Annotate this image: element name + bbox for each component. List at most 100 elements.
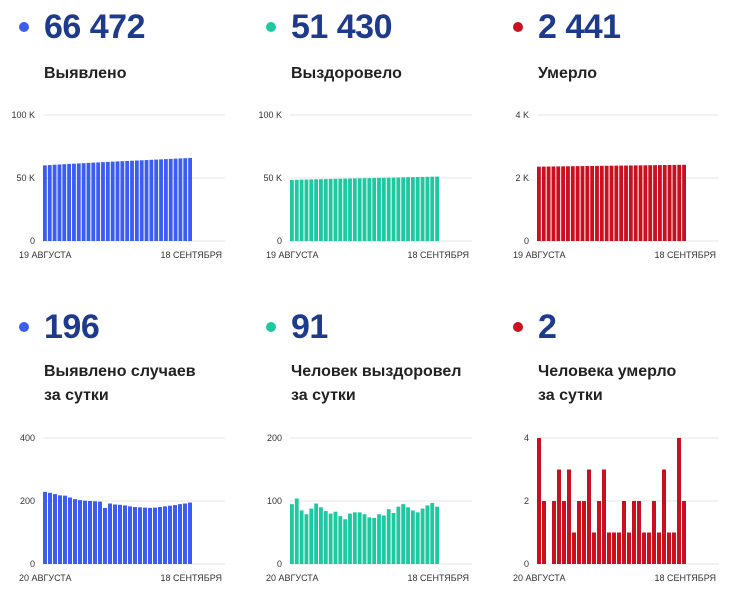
panel-daily-cases: 196 Выявлено случаев за сутки 0 200 400 20 … bbox=[0, 300, 230, 590]
bar bbox=[415, 512, 420, 564]
bar bbox=[551, 166, 556, 241]
bar bbox=[343, 519, 348, 564]
bar bbox=[328, 178, 333, 241]
bar bbox=[557, 469, 561, 564]
bar bbox=[367, 517, 372, 564]
bar bbox=[582, 501, 586, 564]
bar bbox=[617, 532, 621, 564]
bar bbox=[682, 164, 686, 241]
bar bbox=[580, 166, 585, 241]
panel-total-recovered: 51 430 Выздоровело 0 50 K 100 K 19 АВГУСТА 1… bbox=[247, 0, 477, 290]
bar bbox=[48, 492, 52, 564]
bar bbox=[567, 469, 571, 564]
bar bbox=[68, 497, 72, 564]
x-start-label: 19 АВГУСТА bbox=[513, 250, 566, 260]
bar bbox=[627, 532, 631, 564]
y-tick-label: 4 K bbox=[515, 110, 529, 120]
legend-dot-icon bbox=[266, 22, 276, 32]
bar bbox=[599, 165, 604, 241]
bar bbox=[406, 507, 410, 564]
y-tick-label: 0 bbox=[277, 559, 282, 569]
bar bbox=[657, 165, 662, 241]
x-start-label: 20 АВГУСТА bbox=[19, 573, 72, 583]
bar-chart: 0 100 200 20 АВГУСТА 18 СЕНТЯБРЯ bbox=[266, 433, 472, 583]
bar bbox=[72, 163, 76, 241]
bar bbox=[125, 160, 130, 241]
bar bbox=[652, 501, 656, 564]
bar bbox=[63, 495, 67, 564]
bar bbox=[367, 178, 372, 241]
legend-dot-icon bbox=[19, 22, 29, 32]
bar bbox=[118, 504, 122, 564]
bar bbox=[648, 165, 653, 241]
bar bbox=[638, 165, 643, 241]
y-tick-label: 100 K bbox=[11, 110, 35, 120]
bar bbox=[110, 161, 115, 241]
bar bbox=[173, 505, 177, 564]
bar bbox=[108, 503, 112, 564]
bar bbox=[537, 166, 541, 241]
bar bbox=[435, 506, 439, 564]
bar bbox=[309, 179, 314, 241]
bar bbox=[304, 514, 309, 564]
bar bbox=[396, 177, 401, 241]
bar bbox=[299, 179, 304, 241]
bar bbox=[120, 161, 125, 241]
stat-sublabel: за сутки bbox=[44, 387, 109, 404]
bar bbox=[52, 164, 57, 241]
stat-value: 196 bbox=[44, 308, 100, 346]
bar bbox=[105, 161, 110, 241]
bar bbox=[314, 503, 319, 564]
stat-value: 91 bbox=[291, 308, 328, 346]
bar bbox=[299, 510, 304, 564]
bar bbox=[76, 163, 81, 241]
bar bbox=[294, 179, 299, 241]
bar bbox=[677, 438, 681, 564]
stat-sublabel: за сутки bbox=[291, 387, 356, 404]
bar bbox=[183, 503, 187, 564]
panel-daily-recovered: 91 Человек выздоровел за сутки 0 100 200 20… bbox=[247, 300, 477, 590]
bar bbox=[323, 511, 328, 564]
panel-total-deaths: 2 441 Умерло 0 2 K 4 K 19 АВГУСТА 18 СЕНТЯБР… bbox=[494, 0, 724, 290]
y-tick-label: 200 bbox=[20, 496, 35, 506]
bar bbox=[653, 165, 657, 241]
bar bbox=[168, 158, 173, 241]
stat-value: 51 430 bbox=[291, 8, 393, 46]
bar bbox=[430, 176, 435, 241]
bar bbox=[154, 159, 159, 241]
bar bbox=[159, 159, 163, 241]
bar bbox=[391, 512, 396, 564]
bar bbox=[657, 532, 661, 564]
bar bbox=[348, 178, 352, 241]
x-start-label: 19 АВГУСТА bbox=[19, 250, 72, 260]
bar-chart: 0 2 4 20 АВГУСТА 18 СЕНТЯБРЯ bbox=[513, 433, 719, 583]
bar bbox=[352, 512, 357, 564]
bar bbox=[158, 506, 162, 564]
bar bbox=[183, 158, 188, 241]
bar bbox=[128, 506, 132, 564]
legend-dot-icon bbox=[266, 322, 276, 332]
bar bbox=[667, 164, 672, 241]
bar bbox=[381, 515, 386, 564]
bar bbox=[561, 166, 566, 241]
bar bbox=[619, 165, 624, 241]
legend-dot-icon bbox=[513, 322, 523, 332]
y-tick-label: 0 bbox=[30, 559, 35, 569]
y-tick-label: 4 bbox=[524, 433, 529, 443]
y-tick-label: 0 bbox=[524, 236, 529, 246]
bar bbox=[552, 501, 556, 564]
panel-daily-deaths: 2 Человека умерло за сутки 0 2 4 20 АВГУСТА… bbox=[494, 300, 724, 590]
bar bbox=[401, 177, 406, 241]
bar bbox=[352, 178, 357, 241]
bar bbox=[83, 500, 87, 564]
bar bbox=[430, 502, 435, 564]
bar bbox=[357, 178, 362, 241]
bar bbox=[93, 501, 97, 564]
bar bbox=[149, 159, 154, 241]
bar bbox=[98, 501, 102, 564]
bar bbox=[386, 509, 391, 564]
x-start-label: 20 АВГУСТА bbox=[266, 573, 319, 583]
bar bbox=[362, 514, 367, 564]
bar bbox=[672, 532, 676, 564]
bar bbox=[637, 501, 641, 564]
